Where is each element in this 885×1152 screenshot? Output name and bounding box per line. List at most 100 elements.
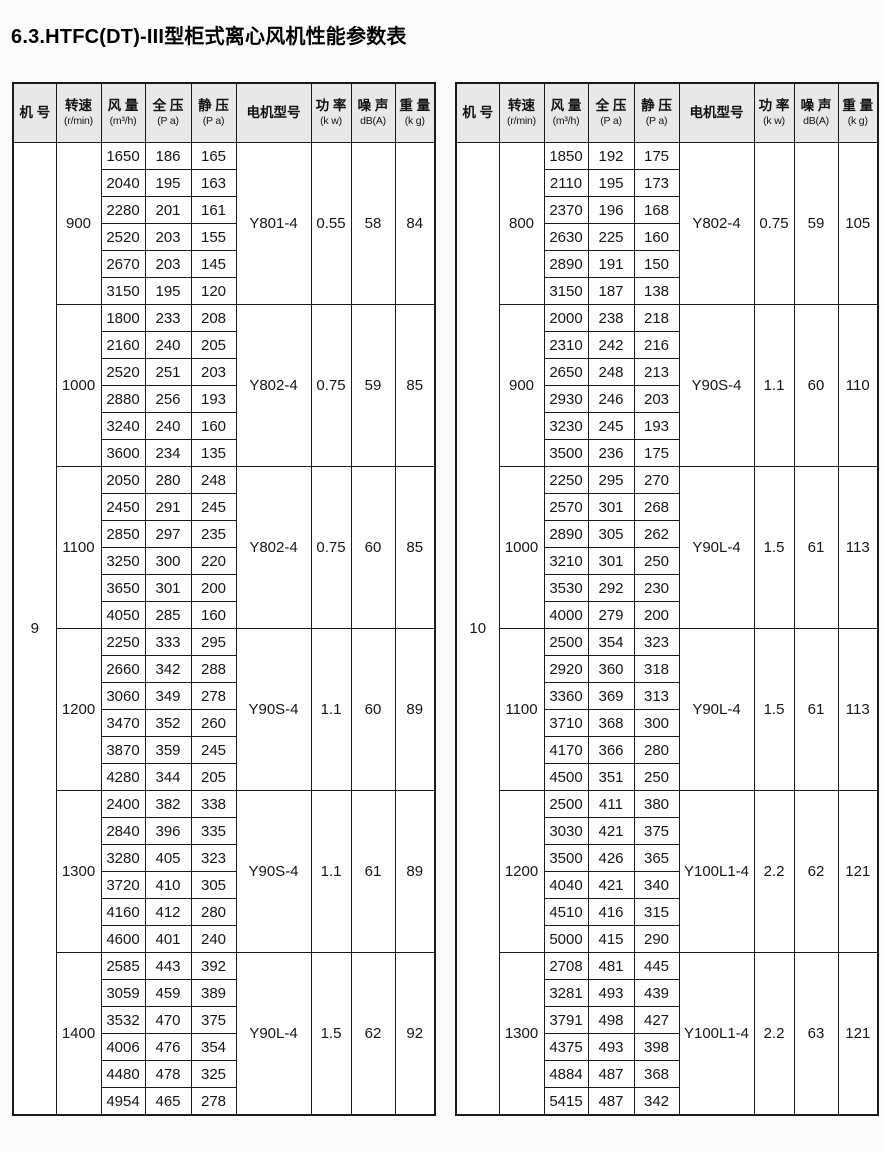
total-pressure-cell: 421 xyxy=(587,871,635,899)
table-row: 5415 487 342 xyxy=(456,1087,878,1116)
airflow-cell: 3250 xyxy=(100,547,146,575)
power-cell: 1.5 xyxy=(753,628,795,791)
static-pressure-cell: 342 xyxy=(633,1087,680,1116)
total-pressure-cell: 360 xyxy=(587,655,635,683)
table-row: 4510 416 315 xyxy=(456,898,878,926)
table-row: 2520 251 203 xyxy=(13,358,435,386)
total-pressure-cell: 251 xyxy=(144,358,192,386)
static-pressure-cell: 220 xyxy=(190,547,237,575)
table-row: 2850 297 235 xyxy=(13,520,435,548)
speed-cell: 900 xyxy=(498,304,545,467)
table-row: 2310 242 216 xyxy=(456,331,878,359)
static-pressure-cell: 168 xyxy=(633,196,680,224)
static-pressure-cell: 278 xyxy=(190,682,237,710)
static-pressure-cell: 245 xyxy=(190,493,237,521)
noise-cell: 60 xyxy=(350,466,396,629)
fan-performance-table-size-10: 机 号转速 (r/min) 风 量 (m³/h) 全 压 (P a) 静 压 (P a) 电机型… xyxy=(455,82,879,1116)
static-pressure-cell: 161 xyxy=(190,196,237,224)
static-pressure-cell: 340 xyxy=(633,871,680,899)
airflow-cell: 2850 xyxy=(100,520,146,548)
total-pressure-cell: 476 xyxy=(144,1033,192,1061)
table-row: 3230 245 193 xyxy=(456,412,878,440)
static-pressure-cell: 338 xyxy=(190,790,237,818)
motor-model-cell: Y802-4 xyxy=(678,142,755,305)
table-row: 2040 195 163 xyxy=(13,169,435,197)
machine-no-cell: 9 xyxy=(12,142,57,1116)
total-pressure-cell: 443 xyxy=(144,952,192,980)
total-pressure-cell: 301 xyxy=(587,547,635,575)
table-row: 2920 360 318 xyxy=(456,655,878,683)
fan-performance-table-size-9: 机 号转速 (r/min) 风 量 (m³/h) 全 压 (P a) 静 压 (P a) 电机型… xyxy=(12,82,436,1116)
static-pressure-cell: 380 xyxy=(633,790,680,818)
noise-cell: 60 xyxy=(793,304,839,467)
table-row: 4480 478 325 xyxy=(13,1060,435,1088)
static-pressure-cell: 368 xyxy=(633,1060,680,1088)
airflow-cell: 2110 xyxy=(543,169,589,197)
static-pressure-cell: 270 xyxy=(633,466,680,494)
weight-cell: 121 xyxy=(837,952,879,1116)
airflow-cell: 5000 xyxy=(543,925,589,953)
total-pressure-cell: 201 xyxy=(144,196,192,224)
motor-model-cell: Y801-4 xyxy=(235,142,312,305)
speed-cell: 1200 xyxy=(498,790,545,953)
airflow-cell: 2400 xyxy=(100,790,146,818)
total-pressure-cell: 256 xyxy=(144,385,192,413)
table-row: 4500 351 250 xyxy=(456,763,878,791)
total-pressure-cell: 203 xyxy=(144,250,192,278)
power-cell: 0.75 xyxy=(753,142,795,305)
airflow-cell: 1800 xyxy=(100,304,146,332)
header-motor-model: 电机型号 xyxy=(235,82,312,143)
table-row: 3650 301 200 xyxy=(13,574,435,602)
total-pressure-cell: 233 xyxy=(144,304,192,332)
static-pressure-cell: 318 xyxy=(633,655,680,683)
total-pressure-cell: 236 xyxy=(587,439,635,467)
total-pressure-cell: 195 xyxy=(144,169,192,197)
total-pressure-cell: 487 xyxy=(587,1087,635,1116)
static-pressure-cell: 375 xyxy=(633,817,680,845)
total-pressure-cell: 368 xyxy=(587,709,635,737)
total-pressure-cell: 411 xyxy=(587,790,635,818)
total-pressure-cell: 285 xyxy=(144,601,192,629)
static-pressure-cell: 216 xyxy=(633,331,680,359)
weight-cell: 89 xyxy=(394,790,436,953)
airflow-cell: 2500 xyxy=(543,790,589,818)
total-pressure-cell: 301 xyxy=(587,493,635,521)
table-row: 3470 352 260 xyxy=(13,709,435,737)
header-speed: 转速 (r/min) xyxy=(498,82,545,143)
motor-model-cell: Y802-4 xyxy=(235,466,312,629)
total-pressure-cell: 279 xyxy=(587,601,635,629)
total-pressure-cell: 246 xyxy=(587,385,635,413)
airflow-cell: 2370 xyxy=(543,196,589,224)
total-pressure-cell: 405 xyxy=(144,844,192,872)
motor-model-cell: Y90L-4 xyxy=(678,628,755,791)
airflow-cell: 4280 xyxy=(100,763,146,791)
table-row: 2450 291 245 xyxy=(13,493,435,521)
airflow-cell: 2250 xyxy=(100,628,146,656)
static-pressure-cell: 315 xyxy=(633,898,680,926)
table-row: 1100 2050 280 248 Y802-4 0.75 60 85 xyxy=(13,466,436,629)
airflow-cell: 2050 xyxy=(100,466,146,494)
table-row: 2630 225 160 xyxy=(456,223,878,251)
total-pressure-cell: 352 xyxy=(144,709,192,737)
table-row: 1100 2500 354 323 Y90L-4 1.5 61 113 xyxy=(456,628,879,791)
total-pressure-cell: 195 xyxy=(587,169,635,197)
static-pressure-cell: 290 xyxy=(633,925,680,953)
total-pressure-cell: 396 xyxy=(144,817,192,845)
power-cell: 2.2 xyxy=(753,952,795,1116)
airflow-cell: 2160 xyxy=(100,331,146,359)
airflow-cell: 1850 xyxy=(543,142,589,170)
static-pressure-cell: 163 xyxy=(190,169,237,197)
airflow-cell: 3281 xyxy=(543,979,589,1007)
header-machine-no: 机 号 xyxy=(12,82,57,143)
airflow-cell: 2500 xyxy=(543,628,589,656)
airflow-cell: 2650 xyxy=(543,358,589,386)
airflow-cell: 2630 xyxy=(543,223,589,251)
total-pressure-cell: 305 xyxy=(587,520,635,548)
total-pressure-cell: 238 xyxy=(587,304,635,332)
static-pressure-cell: 160 xyxy=(190,601,237,629)
static-pressure-cell: 200 xyxy=(190,574,237,602)
table-row: 4600 401 240 xyxy=(13,925,435,953)
weight-cell: 85 xyxy=(394,304,436,467)
static-pressure-cell: 245 xyxy=(190,736,237,764)
table-row: 3500 426 365 xyxy=(456,844,878,872)
